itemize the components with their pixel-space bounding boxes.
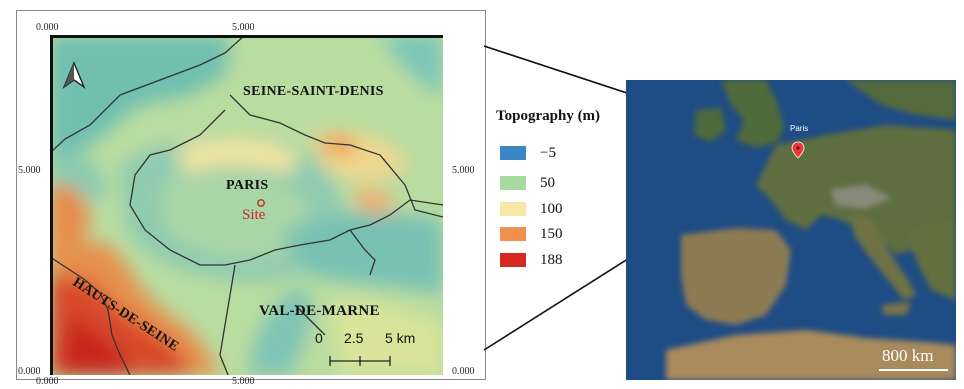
- scale-tick-0: 0: [315, 330, 323, 346]
- scale-tick-2-5: 2.5: [344, 330, 364, 346]
- label-seine-saint-denis: SEINE-SAINT-DENIS: [243, 84, 384, 99]
- topography-raster: [50, 35, 443, 375]
- tick-bottom-mid: 5.000: [232, 376, 255, 387]
- scale-tick-5km: 5 km: [385, 330, 416, 346]
- tick-left-mid: 5.000: [18, 165, 41, 176]
- tick-top-left: 0.000: [36, 22, 59, 33]
- map-frame: [16, 10, 486, 380]
- legend-swatch: [500, 146, 526, 160]
- legend-item: 100: [500, 199, 563, 219]
- tick-bottom-left: 0.000: [36, 376, 59, 387]
- legend-item: 188: [500, 250, 563, 270]
- location-pin-icon: [791, 141, 805, 159]
- legend-label: 150: [540, 225, 563, 242]
- legend-item: 50: [500, 173, 555, 193]
- tick-right-mid: 5.000: [452, 165, 475, 176]
- legend-label: 50: [540, 174, 555, 191]
- label-site: Site: [242, 207, 266, 223]
- marker-label-paris: Paris: [790, 124, 809, 133]
- legend-swatch: [500, 202, 526, 216]
- tick-top-mid: 5.000: [232, 22, 255, 33]
- legend-title: Topography (m): [496, 108, 601, 124]
- legend-item: −5: [500, 143, 556, 163]
- label-val-de-marne: VAL-DE-MARNE: [259, 303, 380, 319]
- legend-label: 100: [540, 200, 563, 217]
- legend-label: 188: [540, 251, 563, 268]
- legend-swatch: [500, 227, 526, 241]
- legend-swatch: [500, 176, 526, 190]
- legend-label: −5: [540, 144, 556, 161]
- legend-item: 150: [500, 224, 563, 244]
- tick-left-bottom: 0.000: [18, 366, 41, 377]
- label-paris: PARIS: [226, 178, 269, 193]
- legend-swatch: [500, 253, 526, 267]
- satellite-scale-label: 800 km: [882, 346, 934, 365]
- north-arrow-icon: [62, 61, 86, 89]
- tick-right-bottom: 0.000: [452, 366, 475, 377]
- europe-satellite-map: [626, 80, 956, 380]
